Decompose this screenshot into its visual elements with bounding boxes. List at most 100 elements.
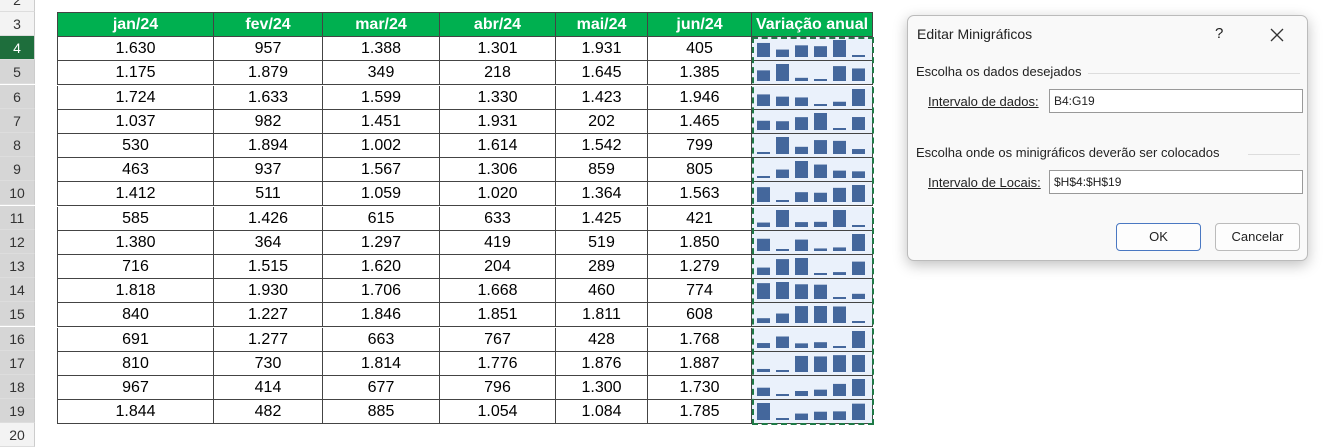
table-cell: 1.846 [323, 303, 440, 328]
table-cell: 289 [556, 255, 648, 279]
sparkline-bar [814, 112, 827, 130]
table-cell: 511 [214, 182, 323, 207]
table-cell: 482 [214, 400, 323, 425]
table-cell: 1.876 [556, 351, 648, 376]
sparkline-bar [814, 411, 827, 421]
sparkline-bar [852, 261, 865, 275]
sparkline [757, 233, 865, 251]
sparkline [757, 64, 865, 82]
sparkline-bar [795, 97, 808, 106]
column-header: jun/24 [648, 12, 752, 37]
table-cell: 796 [440, 376, 556, 400]
row-number: 7 [0, 108, 35, 133]
sparkline-cell [752, 182, 873, 207]
sparkline-cell [752, 327, 873, 352]
sparkline-bar [814, 164, 827, 179]
table-cell: 1.879 [214, 61, 323, 86]
table-cell: 982 [214, 109, 323, 134]
sparkline-bar [776, 282, 789, 300]
row-number: 20 [0, 423, 35, 447]
table-cell: 1.297 [323, 230, 440, 255]
dialog-title: Editar Minigráficos [917, 26, 1033, 42]
table-cell: 1.301 [440, 37, 556, 62]
sparkline-bar [814, 140, 827, 154]
table-cell: 1.768 [648, 327, 752, 352]
sparkline-bar [814, 193, 827, 203]
help-button[interactable]: ? [1215, 25, 1224, 42]
column-header: jan/24 [57, 12, 214, 37]
sparkline [757, 185, 865, 203]
sparkline-bar [814, 273, 827, 275]
field-label: Intervalo de dados: [928, 94, 1039, 109]
table-cell: 730 [214, 351, 323, 376]
table-cell: 957 [214, 37, 323, 62]
column-header: mai/24 [556, 12, 648, 37]
table-cell: 349 [323, 61, 440, 86]
row-number: 3 [0, 12, 35, 36]
sparkline-cell [752, 206, 873, 231]
sparkline-bar [852, 88, 865, 106]
cancel-button[interactable]: Cancelar [1215, 223, 1300, 251]
sparkline-bar [757, 222, 770, 227]
table-cell: 419 [440, 230, 556, 255]
sparkline-bar [833, 272, 846, 275]
table-cell: 1.388 [323, 37, 440, 62]
close-button[interactable] [1270, 28, 1284, 42]
table-cell: 1.931 [440, 109, 556, 134]
sparkline-bar [833, 170, 846, 179]
sparkline [757, 161, 865, 179]
table-cell: 585 [57, 206, 214, 231]
sparkline-bar [833, 411, 846, 421]
sparkline [757, 40, 865, 58]
sparkline-cell [752, 376, 873, 400]
table-cell: 1.037 [57, 109, 214, 134]
table-cell: 1.706 [323, 279, 440, 304]
sparkline [757, 88, 865, 106]
row-number: 16 [0, 326, 35, 351]
table-cell: 1.423 [556, 85, 648, 110]
field-label: Intervalo de Locais: [928, 175, 1041, 190]
table-cell: 1.054 [440, 400, 556, 425]
sparkline-bar [814, 389, 827, 396]
table-cell: 608 [648, 303, 752, 328]
sparkline-bar [776, 121, 789, 130]
sparkline-bar [776, 96, 789, 106]
table-cell: 1.279 [648, 255, 752, 279]
table-cell: 1.227 [214, 303, 323, 328]
sparkline-bar [833, 40, 846, 58]
table-cell: 716 [57, 255, 214, 279]
separator [1248, 154, 1300, 155]
sparkline-bar [776, 418, 789, 421]
table-cell: 1.277 [214, 327, 323, 352]
sparkline-bar [795, 306, 808, 324]
sparkline-bar [833, 140, 846, 154]
column-header: Variação anual [752, 12, 873, 37]
sparkline-bar [852, 68, 865, 82]
sparkline-bar [852, 354, 865, 372]
sparkline-bar [833, 354, 846, 372]
ok-button[interactable]: OK [1116, 223, 1201, 251]
sparkline [757, 282, 865, 300]
sparkline-bar [833, 383, 846, 396]
sparkline-bar [776, 259, 789, 275]
table-cell: 1.300 [556, 376, 648, 400]
sparkline-bar [814, 79, 827, 82]
text-input[interactable]: $H$4:$H$19 [1049, 170, 1303, 194]
table-cell: 810 [57, 351, 214, 376]
text-input[interactable]: B4:G19 [1049, 89, 1303, 113]
row-number: 17 [0, 350, 35, 375]
sparkline-bar [757, 368, 770, 372]
table-cell: 1.002 [323, 134, 440, 158]
table-cell: 1.084 [556, 400, 648, 425]
table-cell: 691 [57, 327, 214, 352]
table-cell: 840 [57, 303, 214, 328]
sparkline-cell [752, 37, 873, 62]
table-cell: 1.599 [323, 85, 440, 110]
column-header: fev/24 [214, 12, 323, 37]
sparkline-bar [795, 146, 808, 154]
sparkline-bar [757, 267, 770, 275]
sparkline-bar [776, 369, 789, 372]
sparkline-bar [814, 341, 827, 348]
sparkline [757, 379, 865, 396]
sparkline-bar [776, 394, 789, 396]
